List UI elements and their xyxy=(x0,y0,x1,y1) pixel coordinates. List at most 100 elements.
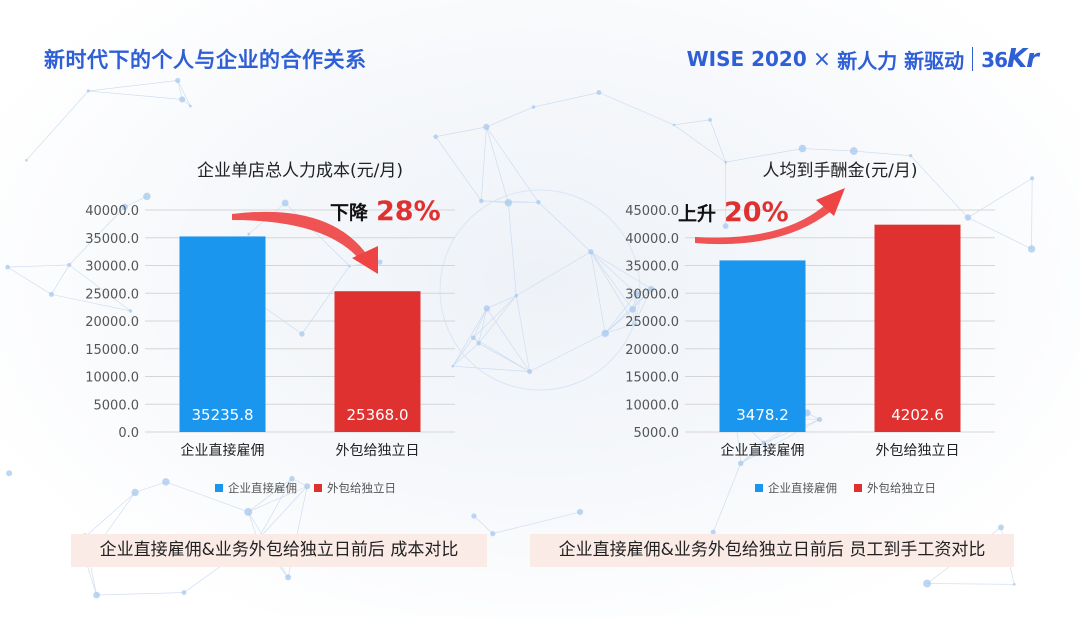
y-tick-label: 15000.0 xyxy=(625,371,679,386)
network-line xyxy=(69,206,125,266)
trend-arrow-body xyxy=(232,211,368,260)
legend-swatch xyxy=(314,484,322,492)
legend-label: 企业直接雇佣 xyxy=(768,481,837,495)
network-line xyxy=(486,106,534,128)
network-node xyxy=(536,200,541,205)
network-line xyxy=(634,288,652,325)
y-tick-label: 45000.0 xyxy=(625,204,679,219)
network-line xyxy=(51,294,131,312)
network-node xyxy=(48,291,54,297)
network-line xyxy=(51,264,70,295)
bar xyxy=(874,224,961,432)
network-line xyxy=(529,333,606,372)
y-tick-label: 10000.0 xyxy=(85,371,139,386)
y-tick-label: 20000.0 xyxy=(625,343,679,358)
network-line xyxy=(538,202,592,253)
network-line xyxy=(927,583,1015,585)
bar xyxy=(334,291,421,432)
network-node xyxy=(798,144,807,153)
y-tick-label: 20000.0 xyxy=(85,315,139,330)
network-line xyxy=(967,178,1033,218)
trend-arrow-body xyxy=(695,206,830,245)
network-line xyxy=(508,202,517,296)
y-tick-label: 40000.0 xyxy=(85,204,139,219)
network-line xyxy=(605,323,635,334)
network-node xyxy=(483,123,490,130)
network-line xyxy=(802,148,854,152)
trend-arrow-head xyxy=(352,246,378,274)
network-line xyxy=(478,343,530,372)
y-tick-label: 30000.0 xyxy=(85,260,139,275)
network-node xyxy=(761,440,766,446)
chart-caption-salary: 企业直接雇佣&业务外包给独立日前后 员工到手工资对比 xyxy=(530,534,1014,567)
network-node xyxy=(648,285,655,292)
network-node xyxy=(6,470,13,477)
chart-title: 企业单店总人力成本(元/月) xyxy=(197,161,403,181)
y-tick-label: 10000.0 xyxy=(625,398,679,413)
network-line xyxy=(967,217,1032,250)
network-line xyxy=(435,136,482,202)
network-line xyxy=(257,478,293,540)
network-line xyxy=(473,308,488,338)
network-node xyxy=(483,305,490,312)
chart-salary: 人均到手酬金(元/月) 45000.0 40000.0 35000.0 30000.0 2… xyxy=(625,161,995,495)
network-node xyxy=(93,591,100,599)
network-node xyxy=(596,90,602,95)
network-line xyxy=(725,148,803,163)
network-node xyxy=(479,198,484,204)
network-line xyxy=(96,592,185,596)
network-node xyxy=(724,160,728,164)
cross-icon: × xyxy=(812,46,832,72)
network-line xyxy=(590,251,606,334)
network-node xyxy=(601,329,609,338)
legend-swatch xyxy=(854,484,862,492)
36kr-logo: 36Kr xyxy=(981,44,1039,74)
network-node xyxy=(710,529,716,535)
annotation-value: 28% xyxy=(376,196,441,227)
network-node xyxy=(181,590,187,595)
network-line xyxy=(26,90,89,161)
bar-value-label: 35235.8 xyxy=(191,406,253,424)
network-line xyxy=(590,251,637,294)
y-tick-label: 0.0 xyxy=(118,426,139,441)
x-category-label: 外包给独立日 xyxy=(876,443,960,459)
network-node xyxy=(244,507,253,516)
network-node xyxy=(289,475,295,482)
network-line xyxy=(712,463,742,533)
network-line xyxy=(590,251,652,290)
network-line xyxy=(452,365,530,372)
network-node xyxy=(299,331,305,337)
chart-cost: 企业单店总人力成本(元/月) 40000.0 35000.0 30000.0 25000… xyxy=(85,161,455,495)
network-line xyxy=(284,202,350,267)
legend-swatch xyxy=(215,484,223,492)
network-line xyxy=(124,196,148,208)
network-line xyxy=(910,155,969,218)
y-tick-label: 25000.0 xyxy=(85,287,139,302)
network-node xyxy=(128,309,133,313)
network-node xyxy=(576,508,584,516)
legend-label: 企业直接雇佣 xyxy=(228,481,297,495)
network-node xyxy=(708,117,712,122)
network-node xyxy=(471,513,477,519)
network-node xyxy=(817,416,823,423)
network-line xyxy=(481,126,487,201)
y-tick-label: 35000.0 xyxy=(625,260,679,275)
network-line xyxy=(709,119,727,163)
network-node xyxy=(121,203,128,211)
bar xyxy=(719,260,806,432)
network-line xyxy=(590,251,635,325)
brand-slogan: 新人力 新驱动 xyxy=(837,48,965,73)
network-node xyxy=(5,264,10,270)
network-node xyxy=(476,341,481,346)
network-line xyxy=(177,80,191,107)
bar-value-label: 25368.0 xyxy=(346,406,408,424)
y-tick-label: 5000.0 xyxy=(94,398,140,413)
network-line xyxy=(473,295,517,339)
network-line xyxy=(452,337,474,367)
y-tick-label: 40000.0 xyxy=(625,232,679,247)
network-line xyxy=(452,343,479,367)
network-node xyxy=(470,335,476,341)
brand-divider xyxy=(972,47,974,71)
network-line xyxy=(84,492,136,538)
network-node xyxy=(451,364,455,368)
